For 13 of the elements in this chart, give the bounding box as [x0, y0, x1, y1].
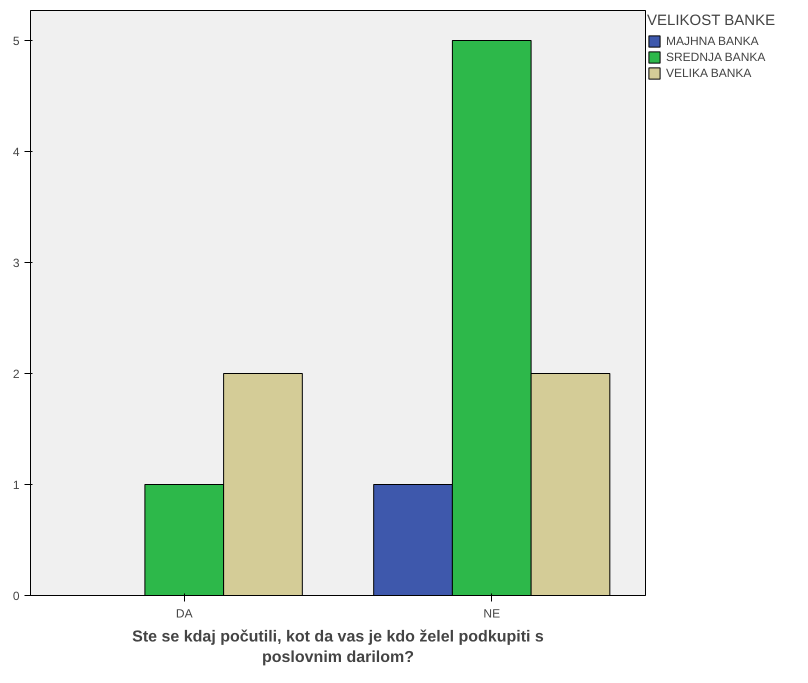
- x-tick-label: DA: [176, 606, 193, 620]
- legend-title: VELIKOST BANKE: [647, 12, 776, 29]
- y-tick-label: 0: [12, 589, 20, 603]
- y-tick-label: 5: [12, 34, 20, 48]
- legend-label: VELIKA BANKA: [666, 66, 752, 80]
- y-tick-label: 4: [12, 144, 20, 159]
- x-tick-label: NE: [483, 606, 500, 620]
- legend-label: MAJHNA BANKA: [666, 34, 759, 48]
- x-axis-title: Ste se kdaj počutili, kot da vas je kdo želel podkupiti s poslovnim darilom?: [132, 628, 544, 666]
- y-tick-label: 3: [12, 256, 20, 270]
- y-tick-label: 2: [12, 366, 20, 381]
- legend-label: SREDNJA BANKA: [666, 50, 766, 64]
- y-tick-label: 1: [12, 478, 20, 492]
